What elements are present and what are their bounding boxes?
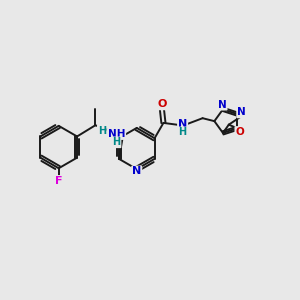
- Text: NH: NH: [108, 129, 125, 139]
- Text: O: O: [157, 99, 167, 110]
- Text: N: N: [218, 100, 227, 110]
- Text: H: H: [98, 126, 106, 136]
- Text: O: O: [235, 127, 244, 137]
- Text: H: H: [112, 137, 121, 147]
- Text: F: F: [55, 176, 62, 186]
- Text: N: N: [178, 119, 187, 129]
- Text: N: N: [237, 107, 246, 117]
- Text: H: H: [178, 127, 187, 137]
- Text: N: N: [132, 167, 141, 176]
